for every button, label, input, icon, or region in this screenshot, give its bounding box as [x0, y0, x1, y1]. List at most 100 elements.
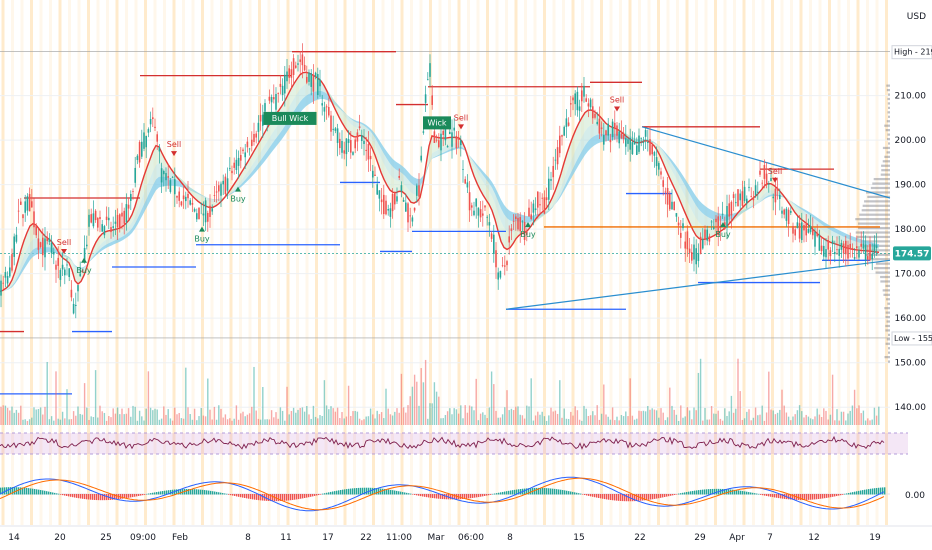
volume-bar	[871, 419, 873, 425]
candle-body	[213, 195, 216, 196]
candle-body	[385, 200, 387, 215]
volume-bar	[2, 405, 4, 425]
trendline	[641, 126, 891, 199]
macd-histogram-bar	[170, 489, 172, 495]
candle-body	[185, 196, 187, 202]
macd-histogram-bar	[304, 494, 306, 499]
macd-histogram-bar	[504, 491, 506, 495]
buy-label: Buy	[715, 230, 731, 239]
candle-body	[189, 200, 191, 205]
volume-bar	[35, 409, 37, 425]
volume-bar	[288, 414, 290, 425]
signal-text: Wick	[428, 118, 447, 127]
candle-body	[449, 131, 451, 135]
candle-body	[240, 155, 242, 161]
volume-profile-bar	[867, 195, 890, 199]
candle-body	[86, 244, 88, 247]
volume-bar	[752, 417, 755, 425]
candle-body	[539, 204, 541, 206]
macd-histogram-bar	[474, 494, 476, 498]
candle-body	[589, 99, 592, 108]
candle-body	[495, 250, 497, 268]
macd-histogram-bar	[586, 494, 588, 496]
volume-bar	[33, 407, 35, 425]
macd-histogram-bar	[490, 494, 492, 495]
macd-histogram-bar	[830, 494, 832, 498]
volume-bar	[570, 411, 572, 425]
macd-histogram-bar	[778, 494, 780, 499]
candle-body	[620, 133, 623, 139]
volume-bar	[464, 405, 466, 425]
macd-histogram-bar	[698, 490, 700, 495]
macd-histogram-bar	[810, 494, 812, 500]
volume-bar	[490, 371, 493, 425]
candle-body	[70, 289, 73, 298]
high-marker-name: High	[894, 48, 912, 57]
volume-bar	[792, 416, 794, 425]
volume-bar	[721, 420, 724, 425]
macd-histogram-bar	[518, 489, 520, 495]
macd-histogram-bar	[98, 494, 100, 501]
macd-histogram-bar	[332, 491, 334, 495]
volume-bar	[81, 414, 84, 425]
candle-body	[860, 243, 862, 247]
macd-histogram-bar	[398, 491, 400, 495]
macd-histogram-bar	[588, 494, 590, 496]
macd-histogram-bar	[432, 494, 434, 499]
candle-body	[303, 64, 306, 71]
time-tick-label: 8	[245, 533, 251, 543]
volume-bar	[455, 409, 458, 425]
volume-bar	[279, 407, 282, 425]
volume-bar	[594, 415, 596, 425]
time-axis[interactable]: 14 20 25 09:00 Feb 8 11 17 22 11:00 Mar 06:00 8 15 22 2…	[0, 525, 932, 543]
candle-body	[88, 214, 90, 227]
macd-histogram-bar	[320, 494, 322, 495]
macd-histogram-bar	[468, 494, 470, 499]
candle-body	[556, 147, 559, 165]
volume-bar	[567, 418, 570, 425]
macd-histogram-bar	[68, 494, 70, 497]
candle-body	[554, 159, 557, 161]
price-tick-label: 210.00	[895, 92, 927, 102]
macd-histogram-bar	[736, 490, 738, 495]
macd-histogram-bar	[868, 489, 870, 495]
volume-bar	[512, 410, 515, 425]
price-axis[interactable]: 210.00 200.00 190.00 180.00 170.00 160.00 150.…	[895, 92, 927, 414]
volume-profile-bar	[887, 111, 890, 114]
volume-bar	[666, 417, 669, 425]
candle-body	[26, 196, 29, 211]
macd-histogram-bar	[4, 487, 6, 495]
time-tick-label: 7	[767, 533, 773, 543]
macd-histogram-bar	[244, 494, 246, 498]
macd-histogram-bar	[66, 494, 68, 496]
candle-body	[301, 54, 304, 66]
macd-histogram-bar	[210, 490, 212, 495]
volume-profile-bar	[864, 200, 890, 203]
macd-histogram-bar	[788, 494, 790, 500]
candle-body	[671, 201, 673, 210]
volume-bar	[299, 408, 301, 425]
volume-bar	[715, 413, 717, 425]
candle-body	[119, 214, 121, 228]
macd-histogram-bar	[480, 494, 482, 497]
macd-histogram-bar	[584, 494, 586, 496]
macd-histogram-bar	[848, 492, 850, 495]
candle-body	[339, 138, 341, 149]
candle-body	[297, 63, 299, 65]
volume-bar	[581, 420, 583, 425]
macd-histogram-bar	[808, 494, 810, 500]
volume-bar	[644, 411, 647, 425]
macd-histogram-bar	[560, 489, 562, 495]
macd-histogram-bar	[402, 492, 404, 495]
candle-body	[713, 227, 715, 229]
candle-body	[840, 242, 843, 250]
macd-histogram-bar	[860, 490, 862, 495]
macd-histogram-bar	[126, 494, 128, 499]
candle-body	[631, 142, 634, 155]
sell-label: Sell	[768, 167, 782, 176]
volume-bar	[655, 410, 658, 425]
volume-bar	[130, 416, 132, 425]
volume-bar	[394, 411, 396, 425]
macd-histogram-bar	[94, 494, 96, 500]
